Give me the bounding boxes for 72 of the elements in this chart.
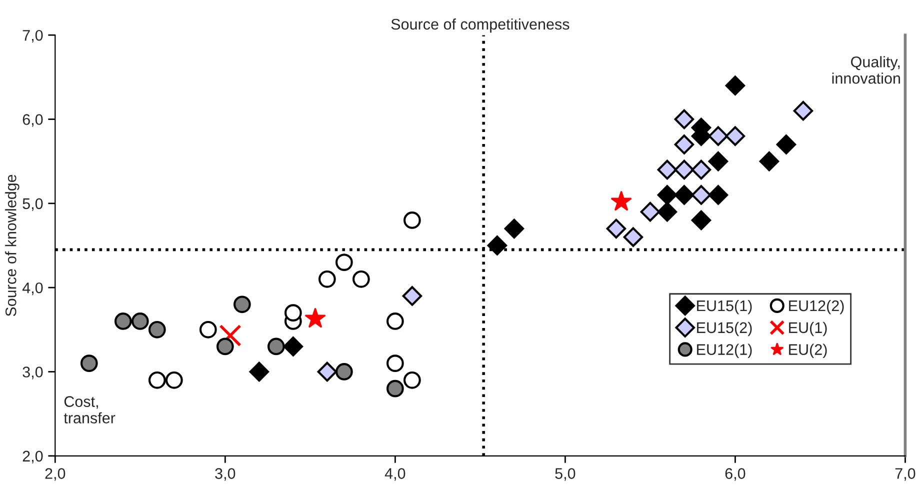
point bbox=[674, 185, 694, 205]
legend-label: EU(1) bbox=[789, 322, 827, 336]
legend-label: EU15(2) bbox=[697, 322, 752, 336]
y-axis-title: Source of knowledge bbox=[5, 174, 20, 316]
point bbox=[674, 160, 694, 180]
legend-label: EU12(2) bbox=[789, 300, 844, 314]
point bbox=[318, 270, 336, 288]
point bbox=[267, 338, 285, 356]
point bbox=[793, 100, 814, 121]
point bbox=[284, 304, 302, 322]
point bbox=[776, 134, 796, 154]
y-tick-label: 3,0 bbox=[22, 366, 43, 380]
point bbox=[219, 324, 242, 347]
point bbox=[233, 296, 251, 314]
point bbox=[148, 371, 166, 389]
point bbox=[335, 363, 353, 380]
x-tick-label: 7,0 bbox=[895, 468, 916, 481]
point bbox=[317, 362, 338, 382]
point bbox=[708, 126, 728, 146]
point bbox=[199, 320, 217, 338]
y-tick-label: 7,0 bbox=[22, 30, 43, 43]
y-tick-label: 2,0 bbox=[22, 450, 43, 464]
point bbox=[335, 254, 353, 272]
point bbox=[640, 202, 660, 222]
point bbox=[80, 354, 98, 372]
point bbox=[386, 380, 404, 398]
legend-label: EU(2) bbox=[789, 344, 827, 358]
point bbox=[708, 151, 728, 172]
point bbox=[487, 236, 508, 256]
point bbox=[352, 270, 370, 288]
point bbox=[403, 212, 421, 229]
point bbox=[402, 286, 422, 306]
x-tick-label: 3,0 bbox=[215, 468, 236, 481]
point bbox=[759, 151, 780, 172]
point bbox=[674, 134, 694, 154]
point bbox=[691, 185, 712, 205]
point bbox=[249, 362, 270, 382]
annotation: Quality, innovation bbox=[832, 56, 900, 84]
y-tick-label: 6,0 bbox=[22, 114, 43, 127]
point bbox=[114, 312, 132, 330]
point bbox=[674, 109, 694, 130]
x-tick-label: 5,0 bbox=[555, 468, 576, 481]
point bbox=[623, 227, 644, 247]
point bbox=[386, 354, 404, 372]
point bbox=[403, 371, 421, 389]
point bbox=[165, 371, 183, 389]
point bbox=[504, 218, 524, 239]
point bbox=[657, 202, 678, 222]
legend-label: EU15(1) bbox=[697, 300, 752, 314]
chart-title: Source of competitiveness bbox=[391, 18, 570, 33]
point bbox=[691, 210, 712, 230]
x-tick-label: 6,0 bbox=[725, 468, 746, 481]
x-tick-label: 2,0 bbox=[45, 468, 66, 481]
point bbox=[216, 338, 234, 356]
point bbox=[304, 308, 326, 328]
point bbox=[657, 185, 678, 205]
point bbox=[691, 160, 712, 180]
annotation: Cost, transfer bbox=[64, 396, 116, 424]
point bbox=[725, 76, 746, 96]
y-tick-label: 4,0 bbox=[22, 282, 43, 296]
point bbox=[386, 312, 404, 330]
point bbox=[610, 190, 632, 211]
point bbox=[131, 312, 149, 330]
point bbox=[283, 336, 304, 356]
point bbox=[708, 185, 728, 205]
legend-label: EU12(1) bbox=[697, 344, 752, 358]
x-tick-label: 4,0 bbox=[384, 468, 406, 481]
point bbox=[725, 126, 746, 146]
point bbox=[606, 218, 626, 239]
point bbox=[657, 160, 678, 180]
point bbox=[148, 320, 166, 338]
y-tick-label: 5,0 bbox=[22, 198, 43, 211]
